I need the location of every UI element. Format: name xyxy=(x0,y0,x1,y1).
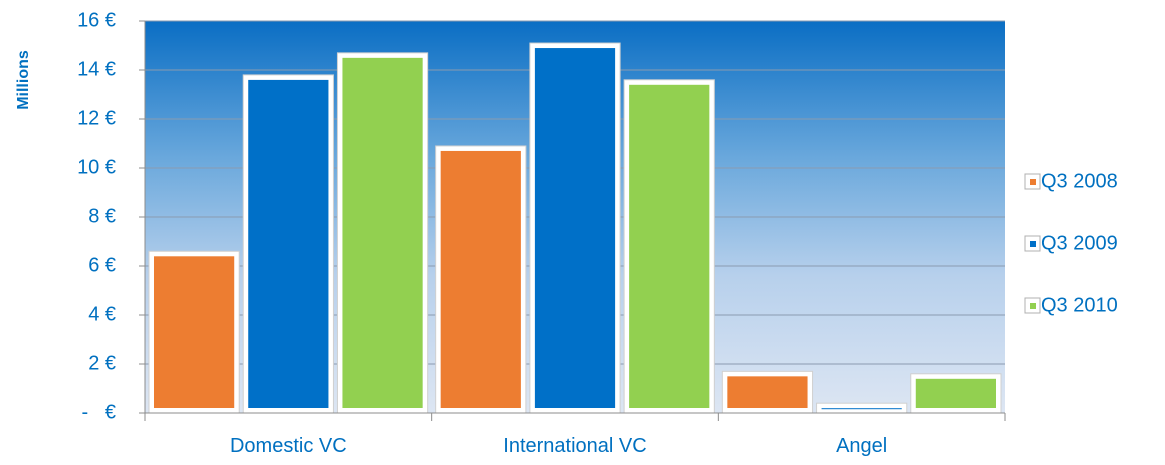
legend-swatch xyxy=(1030,241,1036,247)
legend-swatch xyxy=(1030,179,1036,185)
legend-label: Q3 2008 xyxy=(1041,170,1118,192)
y-tick-label: 12 € xyxy=(77,107,116,129)
bar-q3-2008-international-vc xyxy=(435,145,527,414)
legend: Q3 2008 Q3 2009 Q3 2010 xyxy=(1024,170,1118,316)
bar-q3-2008-angel xyxy=(721,370,814,414)
bar-fill xyxy=(534,48,616,409)
y-tick-label: 16 € xyxy=(77,9,116,31)
y-tick-label: 4 € xyxy=(88,303,116,325)
x-tick-label: Domestic VC xyxy=(230,435,347,457)
bar-fill xyxy=(727,376,808,408)
y-tick-label: 6 € xyxy=(88,254,116,276)
bar-q3-2010-international-vc xyxy=(623,79,715,414)
legend-item-q3-2008: Q3 2008 xyxy=(1024,170,1118,192)
y-tick-label: - € xyxy=(82,401,116,423)
bar-q3-2008-domestic-vc xyxy=(148,250,240,414)
bar-fill xyxy=(154,256,235,408)
bar-q3-2009-international-vc xyxy=(529,42,621,414)
bar-frame xyxy=(816,402,908,414)
x-tick-label: Angel xyxy=(836,435,887,457)
legend-label: Q3 2009 xyxy=(1041,232,1118,254)
y-tick-label: 10 € xyxy=(77,156,116,178)
y-tick-label: 14 € xyxy=(77,58,116,80)
x-tick-label: International VC xyxy=(503,435,646,457)
bars xyxy=(148,42,1002,414)
bar-q3-2010-domestic-vc xyxy=(336,52,429,414)
bar-q3-2009-angel xyxy=(816,402,908,414)
bar-fill xyxy=(342,57,423,408)
x-tick-labels: Domestic VC International VC Angel xyxy=(144,413,1006,457)
bar-fill xyxy=(248,79,329,409)
bar-fill xyxy=(440,150,521,408)
y-tick-labels: - € 2 € 4 € 6 € 8 € 10 € 12 € 14 € 16 € xyxy=(77,9,145,423)
y-tick-label: 2 € xyxy=(88,352,116,374)
y-tick-label: 8 € xyxy=(88,205,116,227)
legend-item-q3-2009: Q3 2009 xyxy=(1024,232,1118,254)
y-axis-label: Millions xyxy=(15,50,32,110)
legend-label: Q3 2010 xyxy=(1041,294,1118,316)
bar-q3-2009-domestic-vc xyxy=(242,74,334,414)
bar-q3-2010-angel xyxy=(910,373,1002,414)
legend-item-q3-2010: Q3 2010 xyxy=(1024,294,1118,316)
bar-fill xyxy=(629,84,710,409)
bar-fill xyxy=(821,408,902,410)
legend-swatch xyxy=(1030,303,1036,309)
bar-fill xyxy=(915,378,996,408)
